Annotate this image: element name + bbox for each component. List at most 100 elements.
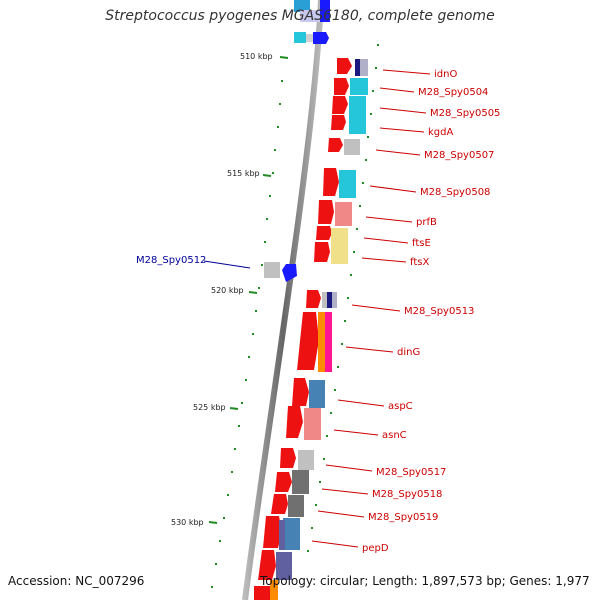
outer-tick-ring <box>307 44 379 552</box>
scale-label-525: 525 kbp <box>193 403 239 412</box>
svg-text:M28_Spy0512: M28_Spy0512 <box>136 255 206 266</box>
gene-label-M28_Spy0513[interactable]: M28_Spy0513 <box>351 304 474 317</box>
tick-dot <box>311 527 313 529</box>
tick-dot <box>248 356 250 358</box>
gene-feature-prfB[interactable] <box>318 200 352 226</box>
tick-dot <box>266 218 268 220</box>
svg-text:M28_Spy0513: M28_Spy0513 <box>404 306 474 317</box>
tick-dot <box>261 264 263 266</box>
gene-feature-M28_Spy0513[interactable] <box>306 290 337 308</box>
tick-dot <box>353 251 355 253</box>
svg-text:aspC: aspC <box>388 401 413 412</box>
tick-dot <box>341 343 343 345</box>
svg-text:ftsX: ftsX <box>410 257 429 268</box>
tick-dot <box>319 481 321 483</box>
tick-dot <box>264 241 266 243</box>
svg-text:ftsE: ftsE <box>412 238 431 249</box>
tick-dot <box>281 80 283 82</box>
tick-dot <box>215 563 217 565</box>
tick-dot <box>227 494 229 496</box>
tick-dot <box>252 333 254 335</box>
tick-dot <box>315 504 317 506</box>
tick-dot <box>350 274 352 276</box>
gene-feature-asnC[interactable] <box>286 406 321 440</box>
accession-label: Accession: NC_007296 <box>8 574 145 588</box>
tick-dot <box>334 389 336 391</box>
tick-dot <box>211 586 213 588</box>
gene-feature-dinG[interactable] <box>297 312 332 372</box>
svg-text:dinG: dinG <box>397 347 420 358</box>
gene-label-M28_Spy0508[interactable]: M28_Spy0508 <box>369 185 490 198</box>
tick-dot <box>365 159 367 161</box>
tick-dot <box>323 458 325 460</box>
tick-dot <box>330 412 332 414</box>
tick-dot <box>231 471 233 473</box>
tick-dot <box>238 425 240 427</box>
top-feature-block <box>294 0 330 44</box>
scale-ruler <box>211 80 283 588</box>
gene-label-M28_Spy0518[interactable]: M28_Spy0518 <box>321 488 442 500</box>
gene-feature-ftsE[interactable] <box>316 226 332 240</box>
svg-text:530 kbp: 530 kbp <box>171 518 204 527</box>
gene-label-ftsE[interactable]: ftsE <box>363 237 431 249</box>
gene-label-kgdA[interactable]: kgdA <box>379 127 453 138</box>
gene-label-M28_Spy0505[interactable]: M28_Spy0505 <box>379 107 500 119</box>
tick-dot <box>279 103 281 105</box>
scale-label-510: 510 kbp <box>240 52 289 61</box>
gene-label-dinG[interactable]: dinG <box>345 346 420 358</box>
gene-feature-M28_Spy0519[interactable] <box>271 494 304 517</box>
gene-label-prfB[interactable]: prfB <box>365 216 437 228</box>
svg-text:M28_Spy0504: M28_Spy0504 <box>418 87 488 98</box>
gene-feature-M28_Spy0507[interactable] <box>328 138 360 155</box>
gene-label-M28_Spy0517[interactable]: M28_Spy0517 <box>325 464 446 478</box>
gene-label-M28_Spy0512[interactable]: M28_Spy0512 <box>136 255 251 269</box>
tick-dot <box>219 540 221 542</box>
gene-label-pepD[interactable]: pepD <box>311 540 389 554</box>
gene-feature-pepD[interactable] <box>254 516 300 600</box>
gene-label-M28_Spy0507[interactable]: M28_Spy0507 <box>375 149 494 161</box>
tick-dot <box>347 297 349 299</box>
svg-text:M28_Spy0517: M28_Spy0517 <box>376 467 446 478</box>
tick-dot <box>241 402 243 404</box>
gene-label-ftsX[interactable]: ftsX <box>361 257 429 268</box>
tick-dot <box>274 149 276 151</box>
svg-text:idnO: idnO <box>434 69 457 80</box>
gene-label-M28_Spy0519[interactable]: M28_Spy0519 <box>317 510 438 523</box>
gene-label-aspC[interactable]: aspC <box>337 399 413 412</box>
gene-feature-M28_Spy0517[interactable] <box>280 448 314 470</box>
tick-dot <box>223 517 225 519</box>
svg-text:M28_Spy0507: M28_Spy0507 <box>424 150 494 161</box>
svg-text:M28_Spy0505: M28_Spy0505 <box>430 108 500 119</box>
tick-dot <box>337 366 339 368</box>
scale-label-520: 520 kbp <box>211 286 258 295</box>
svg-text:520 kbp: 520 kbp <box>211 286 244 295</box>
svg-text:515 kbp: 515 kbp <box>227 169 260 178</box>
tick-dot <box>269 195 271 197</box>
tick-dot <box>277 126 279 128</box>
tick-dot <box>372 90 374 92</box>
gene-feature-M28_Spy0504[interactable] <box>334 78 368 95</box>
tick-dot <box>377 44 379 46</box>
gene-feature-ftsX[interactable] <box>314 228 348 264</box>
map-title: Streptococcus pyogenes MGAS6180, complet… <box>105 8 495 24</box>
tick-dot <box>245 379 247 381</box>
gene-label-idnO[interactable]: idnO <box>382 69 457 80</box>
gene-feature-aspC[interactable] <box>292 378 325 408</box>
svg-text:M28_Spy0508: M28_Spy0508 <box>420 187 490 198</box>
gene-feature-idnO[interactable] <box>337 58 368 76</box>
tick-dot <box>375 67 377 69</box>
tick-dot <box>344 320 346 322</box>
gene-label-M28_Spy0504[interactable]: M28_Spy0504 <box>379 87 488 98</box>
genome-backbone <box>242 0 324 600</box>
tick-dot <box>370 113 372 115</box>
gene-feature-M28_Spy0512[interactable] <box>264 262 297 282</box>
gene-feature-M28_Spy0508[interactable] <box>323 168 356 198</box>
tick-dot <box>362 182 364 184</box>
gene-feature-kgdA[interactable] <box>331 115 346 130</box>
genome-summary: Topology: circular; Length: 1,897,573 bp… <box>260 574 590 588</box>
gene-feature-M28_Spy0505[interactable] <box>332 96 366 134</box>
gene-feature-M28_Spy0518[interactable] <box>275 470 309 494</box>
gene-label-asnC[interactable]: asnC <box>333 429 407 441</box>
svg-text:asnC: asnC <box>382 430 407 441</box>
